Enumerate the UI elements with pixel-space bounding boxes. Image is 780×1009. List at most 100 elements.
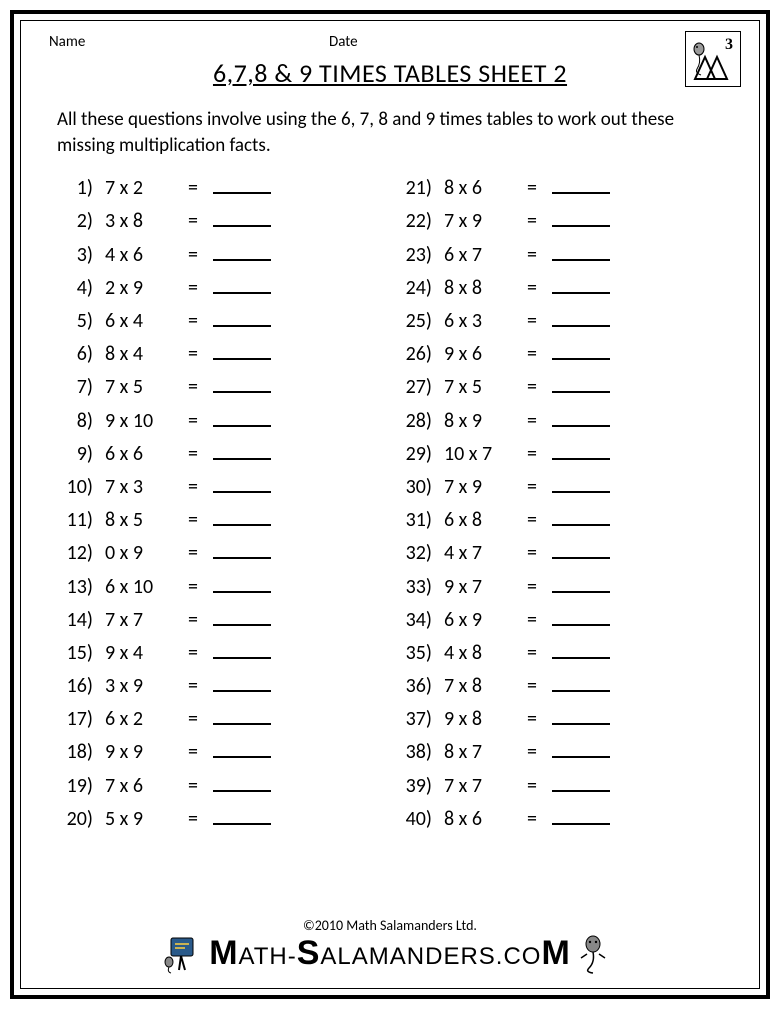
equals-sign: =	[177, 205, 209, 238]
problem-row: 28)8 x 9=	[394, 405, 725, 438]
equals-sign: =	[516, 736, 548, 769]
answer-blank[interactable]	[213, 642, 271, 659]
equals-sign: =	[177, 172, 209, 205]
answer-blank[interactable]	[552, 277, 610, 294]
answer-blank[interactable]	[213, 542, 271, 559]
answer-blank[interactable]	[552, 675, 610, 692]
equals-sign: =	[516, 770, 548, 803]
answer-blank[interactable]	[213, 343, 271, 360]
answer-blank[interactable]	[552, 177, 610, 194]
answer-blank[interactable]	[213, 675, 271, 692]
problem-number: 32)	[394, 537, 438, 570]
problem-row: 23)6 x 7=	[394, 239, 725, 272]
problem-number: 6)	[55, 338, 99, 371]
answer-blank[interactable]	[552, 376, 610, 393]
equals-sign: =	[516, 239, 548, 272]
problem-row: 8)9 x 10=	[55, 405, 386, 438]
answer-blank[interactable]	[213, 410, 271, 427]
answer-blank[interactable]	[213, 708, 271, 725]
equals-sign: =	[516, 305, 548, 338]
problem-number: 40)	[394, 803, 438, 836]
problem-number: 9)	[55, 438, 99, 471]
equals-sign: =	[516, 438, 548, 471]
problem-expression: 6 x 6	[99, 438, 177, 471]
equals-sign: =	[177, 305, 209, 338]
answer-blank[interactable]	[213, 177, 271, 194]
problem-row: 26)9 x 6=	[394, 338, 725, 371]
answer-blank[interactable]	[213, 609, 271, 626]
problem-number: 13)	[55, 571, 99, 604]
answer-blank[interactable]	[552, 410, 610, 427]
answer-blank[interactable]	[552, 244, 610, 261]
problem-number: 5)	[55, 305, 99, 338]
problem-expression: 8 x 4	[99, 338, 177, 371]
answer-blank[interactable]	[552, 210, 610, 227]
equals-sign: =	[177, 371, 209, 404]
problem-expression: 9 x 8	[438, 703, 516, 736]
problem-number: 18)	[55, 736, 99, 769]
problem-number: 23)	[394, 239, 438, 272]
problem-expression: 8 x 6	[438, 172, 516, 205]
problem-expression: 8 x 9	[438, 405, 516, 438]
problem-expression: 7 x 3	[99, 471, 177, 504]
answer-blank[interactable]	[213, 509, 271, 526]
problem-number: 11)	[55, 504, 99, 537]
problem-row: 29)10 x 7=	[394, 438, 725, 471]
answer-blank[interactable]	[552, 642, 610, 659]
problem-expression: 6 x 4	[99, 305, 177, 338]
answer-blank[interactable]	[213, 775, 271, 792]
answer-blank[interactable]	[552, 509, 610, 526]
problem-row: 10)7 x 3=	[55, 471, 386, 504]
answer-blank[interactable]	[213, 576, 271, 593]
equals-sign: =	[177, 770, 209, 803]
problem-row: 30)7 x 9=	[394, 471, 725, 504]
problem-expression: 4 x 7	[438, 537, 516, 570]
answer-blank[interactable]	[213, 310, 271, 327]
answer-blank[interactable]	[213, 277, 271, 294]
problem-number: 25)	[394, 305, 438, 338]
answer-blank[interactable]	[552, 708, 610, 725]
answer-blank[interactable]	[213, 476, 271, 493]
answer-blank[interactable]	[552, 808, 610, 825]
answer-blank[interactable]	[213, 808, 271, 825]
answer-blank[interactable]	[552, 310, 610, 327]
answer-blank[interactable]	[213, 443, 271, 460]
equals-sign: =	[516, 338, 548, 371]
answer-blank[interactable]	[213, 244, 271, 261]
equals-sign: =	[516, 571, 548, 604]
problem-row: 20)5 x 9=	[55, 803, 386, 836]
answer-blank[interactable]	[552, 443, 610, 460]
problem-row: 11)8 x 5=	[55, 504, 386, 537]
problem-number: 16)	[55, 670, 99, 703]
problem-expression: 7 x 5	[99, 371, 177, 404]
answer-blank[interactable]	[213, 376, 271, 393]
answer-blank[interactable]	[552, 476, 610, 493]
problem-number: 33)	[394, 571, 438, 604]
equals-sign: =	[516, 803, 548, 836]
answer-blank[interactable]	[552, 741, 610, 758]
answer-blank[interactable]	[213, 741, 271, 758]
salamander-badge-icon: 3	[689, 35, 737, 83]
problem-number: 3)	[55, 239, 99, 272]
problem-number: 7)	[55, 371, 99, 404]
problem-row: 39)7 x 7=	[394, 770, 725, 803]
problem-number: 20)	[55, 803, 99, 836]
equals-sign: =	[516, 637, 548, 670]
problem-row: 27)7 x 5=	[394, 371, 725, 404]
problem-row: 4)2 x 9=	[55, 272, 386, 305]
answer-blank[interactable]	[552, 343, 610, 360]
problem-expression: 7 x 9	[438, 471, 516, 504]
answer-blank[interactable]	[213, 210, 271, 227]
answer-blank[interactable]	[552, 609, 610, 626]
problem-number: 37)	[394, 703, 438, 736]
problem-row: 36)7 x 8=	[394, 670, 725, 703]
answer-blank[interactable]	[552, 542, 610, 559]
site-logo: MATH-SALAMANDERS.COM	[163, 932, 617, 974]
salamander-logo-icon	[575, 932, 617, 974]
problem-row: 16)3 x 9=	[55, 670, 386, 703]
problem-expression: 9 x 6	[438, 338, 516, 371]
answer-blank[interactable]	[552, 775, 610, 792]
answer-blank[interactable]	[552, 576, 610, 593]
problem-expression: 6 x 3	[438, 305, 516, 338]
problem-number: 31)	[394, 504, 438, 537]
